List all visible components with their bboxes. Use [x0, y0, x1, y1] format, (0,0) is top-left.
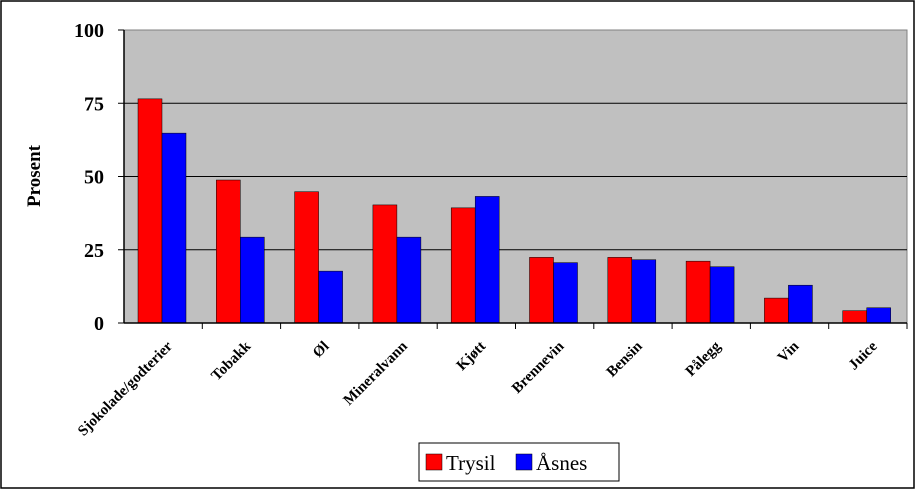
legend-label-0: Trysil	[446, 451, 496, 475]
bar-snes-3	[396, 236, 422, 324]
bar-trysil-3	[372, 204, 398, 324]
bar-trysil-2	[294, 191, 319, 324]
bar-snes-5	[553, 262, 578, 324]
bar-trysil-0	[137, 98, 163, 324]
axes	[118, 29, 908, 329]
bar-snes-2	[318, 270, 343, 324]
bar-snes-1	[240, 236, 265, 324]
bars	[137, 98, 891, 324]
bar-trysil-6	[607, 257, 633, 324]
bar-trysil-7	[685, 260, 711, 324]
y-tick-labels: 0 25 50 75 100	[74, 20, 104, 335]
bar-snes-7	[709, 266, 735, 324]
bar-snes-4	[474, 196, 500, 324]
y-tick-label: 100	[74, 20, 104, 42]
bar-snes-8	[788, 284, 813, 324]
legend-label-1: Åsnes	[536, 451, 587, 475]
bar-trysil-1	[216, 179, 241, 324]
legend-swatch-1	[515, 453, 533, 471]
bar-trysil-9	[842, 310, 867, 324]
y-tick-label: 75	[84, 93, 104, 115]
y-axis-label: Prosent	[24, 144, 45, 207]
bar-snes-6	[631, 259, 657, 324]
bar-trysil-5	[529, 257, 554, 324]
legend: Trysil Åsnes	[418, 442, 620, 482]
bar-trysil-4	[450, 207, 476, 324]
y-tick-label: 50	[84, 167, 104, 189]
bar-snes-9	[866, 307, 891, 324]
legend-swatch-0	[425, 453, 443, 471]
bar-trysil-8	[764, 297, 789, 324]
y-tick-label: 0	[94, 313, 104, 335]
y-tick-label: 25	[84, 240, 104, 262]
bar-snes-0	[161, 132, 187, 324]
